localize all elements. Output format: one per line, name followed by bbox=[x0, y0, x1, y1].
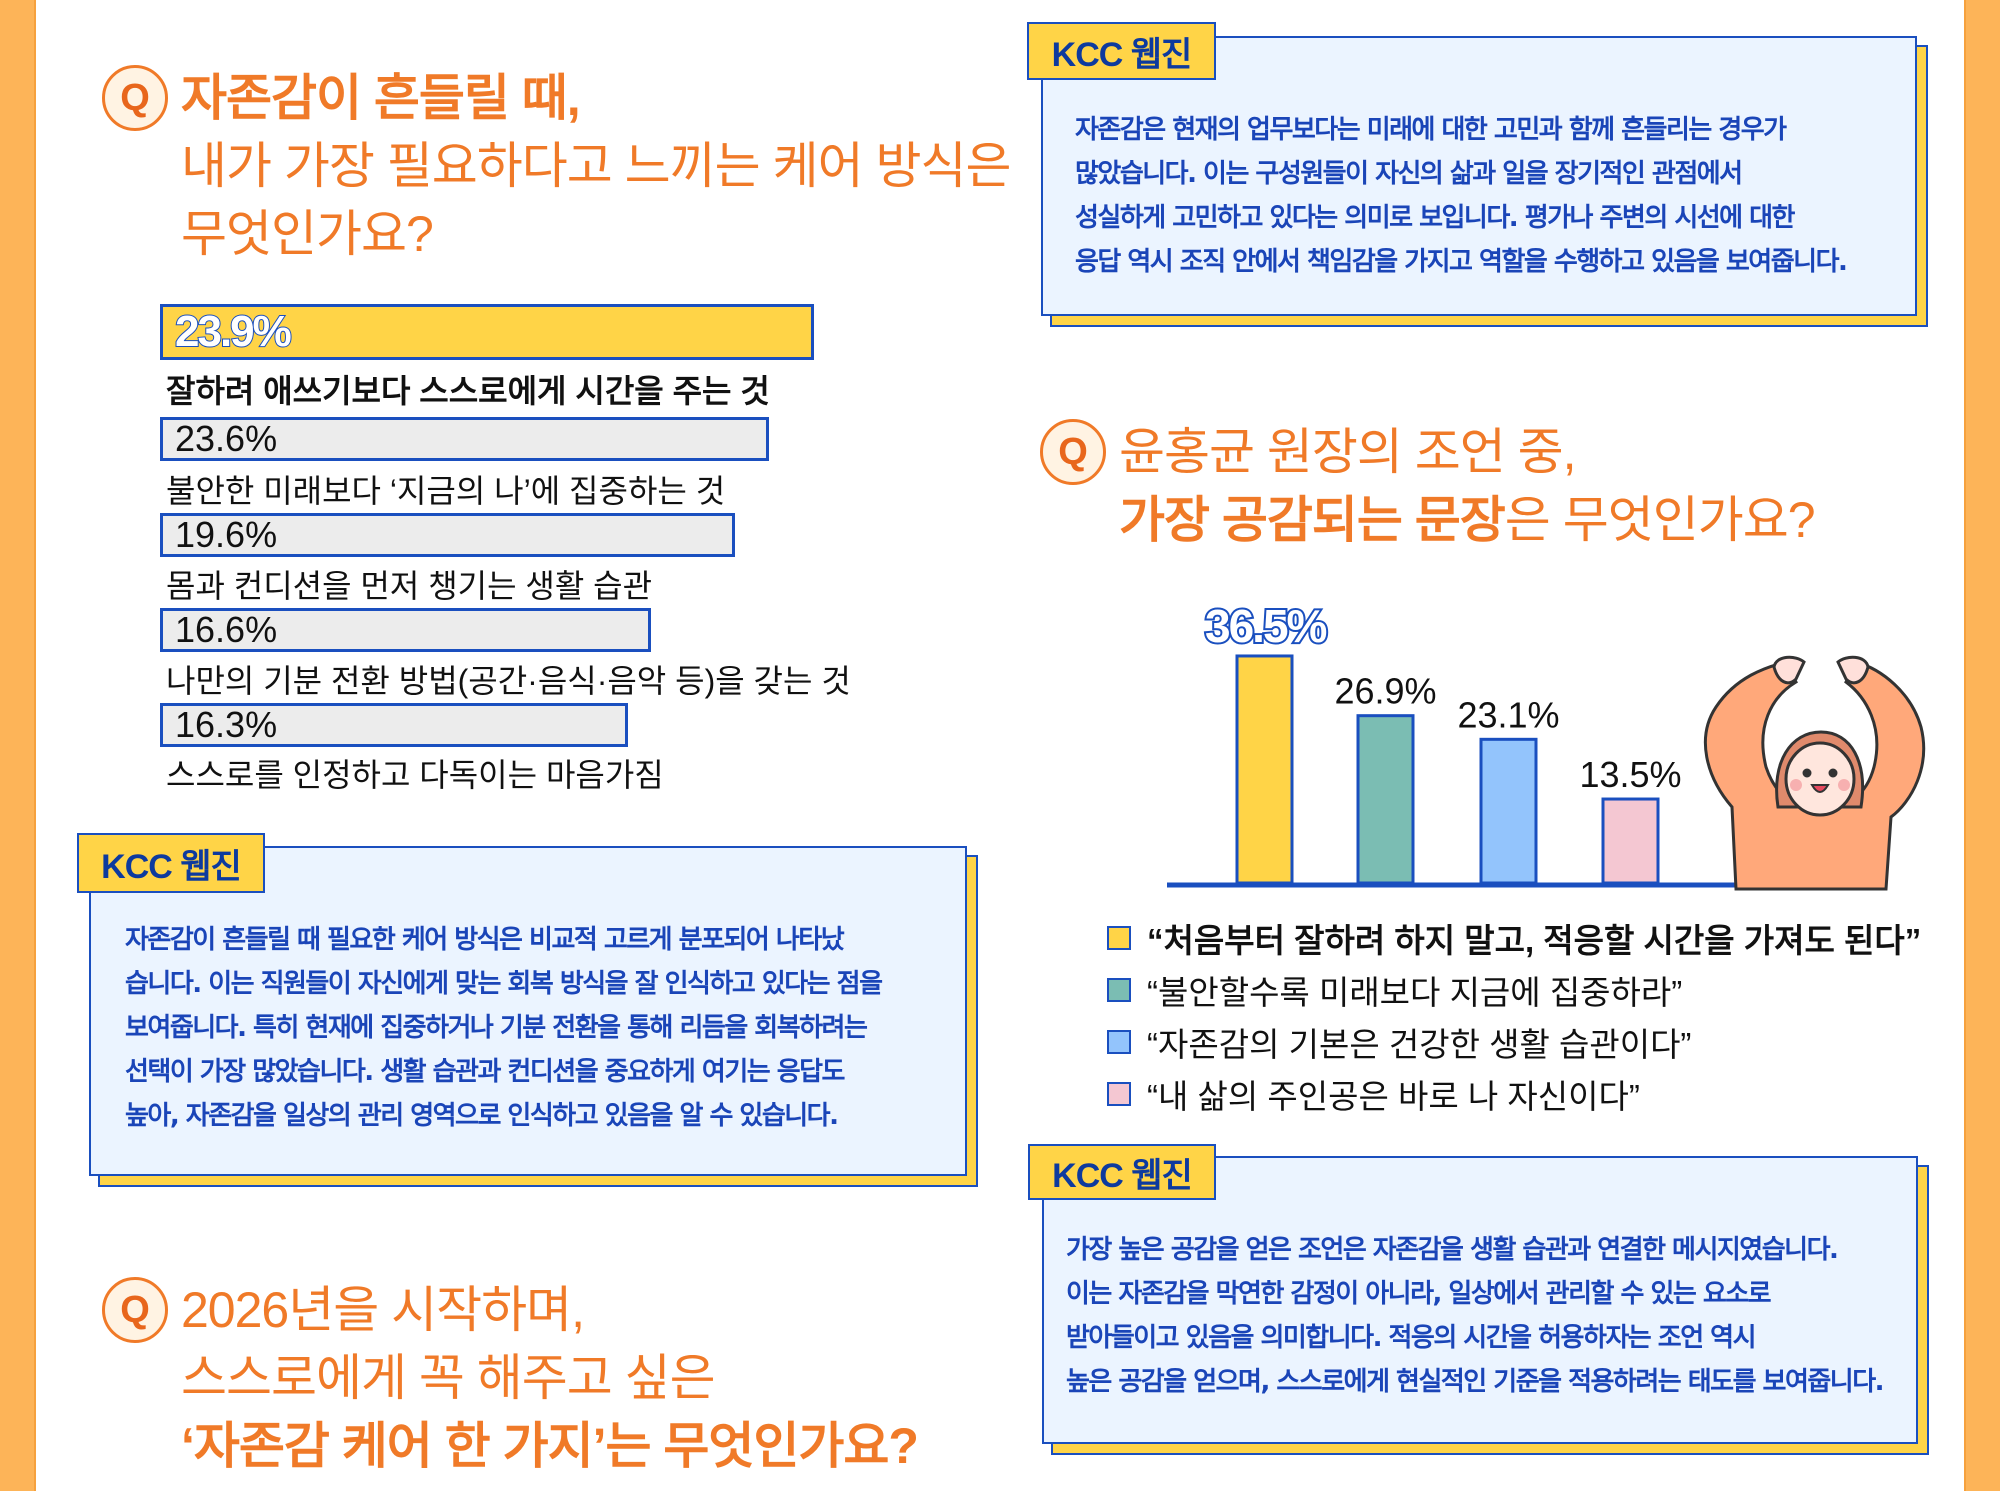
kcc-comment-box-1: 자존감이 흔들릴 때 필요한 케어 방식은 비교적 고르게 분포되어 나타났 습… bbox=[89, 846, 967, 1176]
chart-bar bbox=[1356, 714, 1415, 885]
comment-line: 습니다. 이는 직원들이 자신에게 맞는 회복 방식을 잘 인식하고 있다는 점… bbox=[125, 969, 883, 999]
question-icon: Q bbox=[102, 1277, 168, 1343]
chart-value-label: 26.9% bbox=[1334, 671, 1436, 712]
result-bar-2: 23.6% bbox=[160, 417, 769, 461]
advice-bar-chart: 36.5%26.9% 23.1% 13.5% bbox=[1167, 598, 1926, 891]
legend-item-2: “불안할수록 미래보다 지금에 집중하라” bbox=[1107, 966, 1682, 1014]
q2-title-bold: 가장 공감되는 문장 bbox=[1119, 492, 1506, 548]
comment-line: 성실하게 고민하고 있다는 의미로 보입니다. 평가나 주변의 시선에 대한 bbox=[1075, 203, 1795, 233]
legend-item-1: “처음부터 잘하려 하지 말고, 적응할 시간을 가져도 된다” bbox=[1107, 914, 1921, 962]
result-bar-3: 19.6% bbox=[160, 513, 735, 557]
question-icon: Q bbox=[1040, 419, 1106, 485]
result-value-3: 19.6% bbox=[175, 514, 278, 555]
result-label-2: 불안한 미래보다 ‘지금의 나’에 집중하는 것 bbox=[166, 473, 726, 509]
kcc-comment-box-0: 자존감은 현재의 업무보다는 미래에 대한 고민과 함께 흔들리는 경우가 많았… bbox=[1041, 36, 1917, 316]
q1-title-line2: 내가 가장 필요하다고 느끼는 케어 방식은 bbox=[181, 138, 1011, 194]
legend-label: “불안할수록 미래보다 지금에 집중하라” bbox=[1147, 974, 1683, 1011]
legend-label: “내 삶의 주인공은 바로 나 자신이다” bbox=[1147, 1078, 1640, 1115]
result-bar-4: 16.6% bbox=[160, 608, 651, 652]
kcc-webzine-tab: KCC 웹진 bbox=[1028, 1144, 1216, 1200]
left-border bbox=[0, 0, 36, 1491]
result-bar-5: 16.3% bbox=[160, 703, 628, 747]
result-label-3: 몸과 컨디션을 먼저 챙기는 생활 습관 bbox=[166, 568, 653, 604]
comment-line: 보여줍니다. 특히 현재에 집중하거나 기분 전환을 통해 리듬을 회복하려는 bbox=[125, 1013, 868, 1043]
result-bar-1: 23.9% bbox=[160, 304, 814, 360]
q3-title-line2: 스스로에게 꼭 해주고 싶은 bbox=[181, 1350, 716, 1406]
comment-line: 자존감이 흔들릴 때 필요한 케어 방식은 비교적 고르게 분포되어 나타났 bbox=[125, 925, 845, 955]
comment-line: 받아들이고 있음을 의미합니다. 적응의 시간을 허용하자는 조언 역시 bbox=[1066, 1323, 1757, 1353]
result-value-2: 23.6% bbox=[175, 418, 278, 459]
legend-item-4: “내 삶의 주인공은 바로 나 자신이다” bbox=[1107, 1070, 1640, 1118]
comment-line: 높은 공감을 얻으며, 스스로에게 현실적인 기준을 적용하려는 태도를 보여줍… bbox=[1066, 1367, 1885, 1397]
result-label-5: 스스로를 인정하고 다독이는 마음가짐 bbox=[166, 757, 664, 793]
q2-title: 윤홍균 원장의 조언 중, 가장 공감되는 문장은 무엇인가요? bbox=[1119, 418, 1815, 554]
comment-text: 가장 높은 공감을 얻은 조언은 자존감을 생활 습관과 연결한 메시지였습니다… bbox=[1066, 1228, 1885, 1404]
q1-title: 자존감이 흔들릴 때, 내가 가장 필요하다고 느끼는 케어 방식은 무엇인가요… bbox=[181, 64, 1011, 268]
comment-line: 자존감은 현재의 업무보다는 미래에 대한 고민과 함께 흔들리는 경우가 bbox=[1075, 115, 1787, 145]
right-border bbox=[1964, 0, 2000, 1491]
comment-line: 선택이 가장 많았습니다. 생활 습관과 컨디션을 중요하게 여기는 응답도 bbox=[125, 1057, 845, 1087]
result-value-5: 16.3% bbox=[175, 704, 278, 745]
chart-bar bbox=[1235, 654, 1294, 885]
comment-line: 응답 역시 조직 안에서 책임감을 가지고 역할을 수행하고 있음을 보여줍니다… bbox=[1075, 247, 1848, 277]
kcc-webzine-tab: KCC 웹진 bbox=[1027, 22, 1216, 80]
result-label-1: 잘하려 애쓰기보다 스스로에게 시간을 주는 것 bbox=[166, 373, 770, 409]
result-label-4: 나만의 기분 전환 방법(공간·음식·음악 등)을 갖는 것 bbox=[166, 663, 851, 699]
legend-swatch bbox=[1107, 926, 1131, 950]
legend-label: “자존감의 기본은 건강한 생활 습관이다” bbox=[1147, 1026, 1692, 1063]
result-value-4: 16.6% bbox=[175, 609, 278, 650]
chart-value-label: 13.5% bbox=[1579, 754, 1681, 795]
q3-title: 2026년을 시작하며, 스스로에게 꼭 해주고 싶은 ‘자존감 케어 한 가지… bbox=[181, 1276, 919, 1480]
legend-swatch bbox=[1107, 978, 1131, 1002]
chart-value-label: 36.5% bbox=[1205, 600, 1327, 652]
legend-swatch bbox=[1107, 1082, 1131, 1106]
legend-label: “처음부터 잘하려 하지 말고, 적응할 시간을 가져도 된다” bbox=[1147, 922, 1922, 959]
result-value-1: 23.9% bbox=[174, 306, 293, 357]
legend-item-3: “자존감의 기본은 건강한 생활 습관이다” bbox=[1107, 1018, 1691, 1066]
q1-title-line3: 무엇인가요? bbox=[181, 206, 434, 262]
q3-title-line1: 2026년을 시작하며, bbox=[181, 1282, 585, 1338]
chart-bar bbox=[1601, 797, 1660, 885]
q1-title-line1: 자존감이 흔들릴 때, bbox=[181, 70, 581, 126]
cheering-person-illustration bbox=[1703, 655, 1926, 891]
comment-line: 가장 높은 공감을 얻은 조언은 자존감을 생활 습관과 연결한 메시지였습니다… bbox=[1066, 1235, 1839, 1265]
q2-title-rest: 은 무엇인가요? bbox=[1504, 492, 1816, 548]
comment-line: 이는 자존감을 막연한 감정이 아니라, 일상에서 관리할 수 있는 요소로 bbox=[1066, 1279, 1772, 1309]
kcc-webzine-tab: KCC 웹진 bbox=[77, 833, 265, 893]
comment-line: 높아, 자존감을 일상의 관리 영역으로 인식하고 있음을 알 수 있습니다. bbox=[125, 1101, 839, 1131]
comment-text: 자존감이 흔들릴 때 필요한 케어 방식은 비교적 고르게 분포되어 나타났 습… bbox=[125, 918, 883, 1138]
q3-title-line3: ‘자존감 케어 한 가지’는 무엇인가요? bbox=[181, 1418, 919, 1474]
kcc-comment-box-2: 가장 높은 공감을 얻은 조언은 자존감을 생활 습관과 연결한 메시지였습니다… bbox=[1042, 1156, 1918, 1444]
comment-line: 많았습니다. 이는 구성원들이 자신의 삶과 일을 장기적인 관점에서 bbox=[1075, 159, 1743, 189]
chart-value-label: 23.1% bbox=[1457, 694, 1559, 735]
legend-swatch bbox=[1107, 1030, 1131, 1054]
question-icon: Q bbox=[102, 65, 168, 131]
comment-text: 자존감은 현재의 업무보다는 미래에 대한 고민과 함께 흔들리는 경우가 많았… bbox=[1075, 108, 1848, 284]
q2-title-line1: 윤홍균 원장의 조언 중, bbox=[1119, 424, 1577, 480]
chart-bar bbox=[1479, 737, 1538, 885]
